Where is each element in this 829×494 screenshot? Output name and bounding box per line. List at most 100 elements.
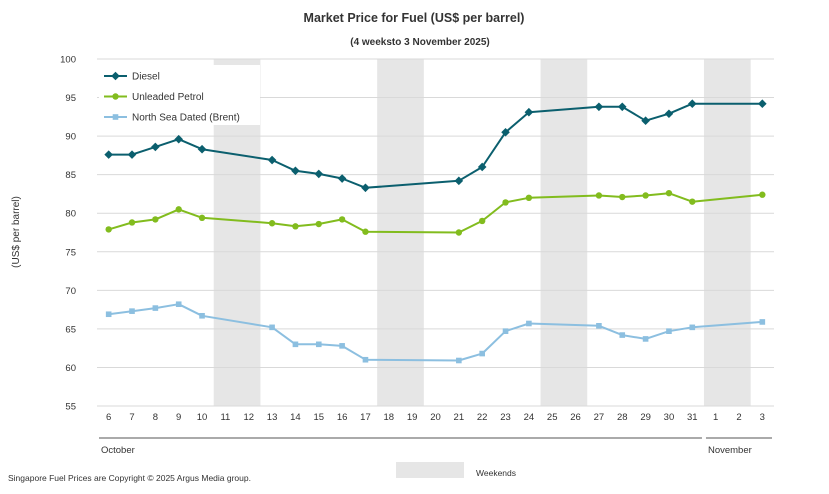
data-point bbox=[454, 176, 464, 186]
data-point bbox=[337, 174, 347, 183]
x-tick-label: 8 bbox=[153, 412, 158, 423]
data-point bbox=[267, 155, 277, 165]
month-groups: October November bbox=[99, 437, 772, 456]
data-point bbox=[595, 192, 603, 199]
data-point bbox=[339, 343, 345, 349]
data-point bbox=[456, 357, 462, 364]
legend: Diesel Unleaded Petrol North Sea Dated (Br… bbox=[99, 65, 260, 125]
x-tick-label: 13 bbox=[267, 412, 278, 423]
data-point bbox=[759, 191, 766, 198]
y-tick-label: 85 bbox=[65, 170, 76, 181]
data-point bbox=[619, 193, 626, 201]
x-tick-label: 9 bbox=[176, 412, 181, 423]
x-tick-label: 6 bbox=[106, 412, 111, 423]
data-point bbox=[758, 99, 767, 109]
month-label: October bbox=[101, 445, 135, 456]
series-lines bbox=[104, 99, 767, 364]
legend-label: Unleaded Petrol bbox=[132, 92, 204, 103]
chart-subtitle: (4 weeksto 3 November 2025) bbox=[350, 37, 490, 48]
data-point bbox=[198, 214, 206, 222]
data-point bbox=[689, 198, 696, 205]
x-tick-label: 21 bbox=[454, 412, 465, 423]
data-point bbox=[687, 99, 697, 109]
data-point bbox=[641, 116, 650, 125]
data-point bbox=[361, 183, 370, 193]
x-tick-label: 19 bbox=[407, 412, 418, 423]
data-point bbox=[104, 150, 113, 159]
chart-title: Market Price for Fuel (US$ per barrel) bbox=[304, 11, 525, 25]
series-1 bbox=[104, 99, 767, 193]
data-point bbox=[525, 194, 533, 201]
x-tick-label: 17 bbox=[360, 412, 371, 423]
month-label: November bbox=[708, 445, 752, 456]
data-point bbox=[362, 356, 369, 363]
series-line bbox=[108, 192, 763, 234]
data-point bbox=[151, 142, 160, 152]
x-tick-label: 12 bbox=[243, 412, 254, 423]
data-point bbox=[105, 226, 112, 233]
y-tick-label: 100 bbox=[60, 55, 76, 66]
data-point bbox=[477, 162, 487, 172]
data-point bbox=[268, 220, 276, 227]
x-tick-label: 20 bbox=[430, 412, 441, 423]
y-tick-label: 80 bbox=[65, 209, 76, 220]
x-tick-label: 11 bbox=[220, 412, 230, 423]
x-tick-label: 16 bbox=[337, 412, 348, 423]
x-tick-label: 15 bbox=[313, 412, 324, 423]
data-point bbox=[642, 336, 649, 342]
y-tick-label: 65 bbox=[65, 324, 76, 335]
x-tick-label: 10 bbox=[197, 412, 208, 423]
data-point bbox=[619, 332, 626, 338]
x-tick-label: 24 bbox=[524, 412, 535, 423]
x-tick-label: 28 bbox=[617, 412, 628, 423]
data-point bbox=[479, 350, 485, 357]
x-tick-label: 23 bbox=[500, 412, 511, 423]
data-point bbox=[759, 319, 766, 325]
y-tick-label: 60 bbox=[65, 363, 76, 374]
weekends-legend-swatch bbox=[396, 462, 464, 478]
data-point bbox=[526, 320, 532, 327]
x-tick-label: 22 bbox=[477, 412, 488, 423]
x-tick-label: 27 bbox=[594, 412, 605, 423]
data-point bbox=[127, 150, 137, 159]
x-tick-label: 31 bbox=[687, 412, 698, 423]
y-tick-label: 95 bbox=[65, 93, 76, 104]
x-tick-label: 18 bbox=[384, 412, 395, 423]
data-point bbox=[617, 102, 627, 112]
data-point bbox=[362, 228, 369, 235]
legend-label: Diesel bbox=[132, 72, 160, 83]
data-point bbox=[315, 341, 322, 348]
y-axis-label: (US$ per barrel) bbox=[11, 196, 22, 268]
data-point bbox=[315, 220, 322, 228]
data-point bbox=[292, 223, 299, 230]
data-point bbox=[642, 192, 649, 199]
data-point bbox=[666, 328, 672, 335]
y-axis-ticks: 55 60 65 70 75 80 85 90 95 100 bbox=[60, 55, 76, 413]
legend-marker bbox=[111, 71, 120, 81]
data-point bbox=[314, 169, 324, 179]
data-point bbox=[292, 341, 299, 348]
data-point bbox=[664, 109, 674, 119]
data-point bbox=[175, 301, 182, 308]
data-point bbox=[269, 324, 275, 331]
data-point bbox=[338, 216, 346, 223]
x-tick-label: 29 bbox=[640, 412, 651, 423]
data-point bbox=[291, 166, 300, 176]
data-point bbox=[594, 102, 604, 112]
data-point bbox=[129, 308, 135, 314]
x-tick-label: 25 bbox=[547, 412, 558, 423]
x-tick-label: 1 bbox=[713, 412, 718, 423]
data-point bbox=[455, 229, 463, 236]
x-tick-label: 2 bbox=[736, 412, 741, 423]
data-point bbox=[105, 311, 112, 318]
series-line bbox=[108, 303, 763, 362]
x-tick-label: 3 bbox=[760, 412, 765, 423]
data-point bbox=[152, 305, 159, 311]
data-point bbox=[174, 134, 184, 144]
data-point bbox=[128, 219, 136, 226]
copyright-note: Singapore Fuel Prices are Copyright © 20… bbox=[8, 473, 251, 483]
series-3 bbox=[105, 301, 766, 364]
x-tick-label: 14 bbox=[290, 412, 301, 423]
legend-marker bbox=[112, 93, 119, 100]
